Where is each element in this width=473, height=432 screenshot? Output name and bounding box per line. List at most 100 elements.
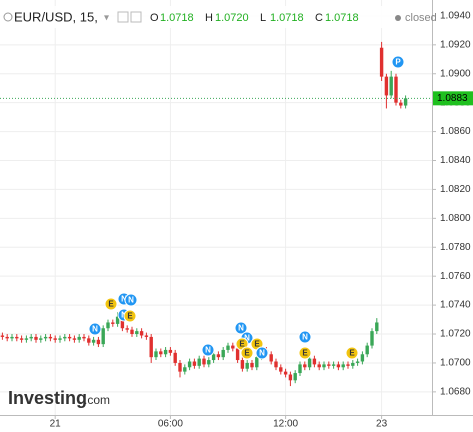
- event-marker: [201, 343, 215, 357]
- last-price-box: [433, 91, 473, 106]
- candle-body: [139, 331, 144, 336]
- candle-body: [341, 364, 345, 368]
- candle-body: [159, 351, 163, 355]
- candle-body: [274, 361, 278, 368]
- event-marker: [391, 55, 405, 69]
- candle-body: [178, 362, 182, 372]
- ohlc-key: O: [150, 12, 159, 24]
- event-label: E: [239, 340, 245, 349]
- event-marker: [124, 293, 138, 307]
- event-marker: [234, 321, 248, 335]
- candle-body: [322, 364, 326, 368]
- candle-body: [43, 336, 48, 339]
- y-tick-label: 1.0800: [440, 213, 471, 224]
- y-tick-label: 1.0840: [440, 155, 471, 166]
- event-label: N: [205, 346, 211, 355]
- candle-body: [346, 364, 350, 366]
- dropdown: ▾: [104, 13, 109, 24]
- candle-body: [312, 358, 317, 365]
- axis: 1.0680 1.0700 1.0720 1.0740 1.0760 1.0780 1.08…: [50, 11, 473, 430]
- ohlc: O 1.0718 H 1.0720 L 1.0718 C 1.0718: [150, 12, 359, 24]
- candle-body: [216, 354, 221, 358]
- candle-body: [87, 338, 91, 343]
- event-label: N: [244, 334, 250, 343]
- event-label: N: [92, 325, 98, 334]
- ohlc-key: C: [315, 12, 323, 24]
- event-label: E: [302, 349, 308, 358]
- event-label: E: [108, 300, 114, 309]
- candle-body: [67, 336, 72, 339]
- candle-body: [202, 358, 206, 365]
- y-tick-label: 1.0680: [440, 387, 471, 398]
- event-label: P: [395, 58, 401, 67]
- candle-body: [245, 362, 249, 369]
- y-tick-label: 1.0920: [440, 39, 471, 50]
- candle-body: [19, 338, 24, 340]
- event-marker: [255, 346, 269, 360]
- candle-body: [288, 374, 293, 381]
- header-bg: [0, 6, 432, 28]
- candle-body: [235, 348, 240, 361]
- candle-body: [53, 338, 57, 340]
- candle-body: [149, 336, 153, 358]
- candle-body: [173, 352, 177, 363]
- candle-body: [10, 336, 14, 339]
- candle-body: [197, 358, 201, 366]
- candle-body: [183, 367, 187, 372]
- candle-body: [163, 349, 168, 355]
- candle-body: [399, 102, 403, 106]
- event-marker: [298, 346, 312, 360]
- y-tick-label: 1.0860: [440, 126, 471, 137]
- candle-body: [130, 329, 134, 335]
- candle-body: [298, 364, 302, 374]
- candle-body: [144, 335, 149, 337]
- candle-body: [120, 316, 125, 329]
- candle-body: [317, 364, 321, 368]
- candle-body: [293, 373, 297, 381]
- ohlc-value: 1.0718: [270, 12, 304, 24]
- event-label: N: [128, 296, 134, 305]
- candle-body: [255, 357, 259, 368]
- event-marker: [298, 330, 312, 344]
- candle-body: [389, 76, 393, 96]
- candle-body: [250, 362, 254, 368]
- candle-body: [240, 360, 245, 369]
- candle-body: [96, 339, 101, 345]
- event-label: E: [349, 349, 355, 358]
- y-tick-label: 1.0700: [440, 358, 471, 369]
- candle-body: [384, 76, 389, 96]
- candle-body: [72, 338, 77, 340]
- ohlc-value: 1.0718: [160, 12, 194, 24]
- y-tick-label: 1.0740: [440, 300, 471, 311]
- candle-body: [187, 361, 192, 368]
- candle-body: [211, 354, 216, 361]
- event-label: N: [302, 333, 308, 342]
- candle-body: [106, 322, 110, 329]
- candle-body: [15, 336, 19, 339]
- candle-body: [58, 338, 62, 340]
- candle-body: [29, 336, 33, 339]
- candle-body: [207, 360, 211, 365]
- logo-name: Investing: [8, 388, 87, 408]
- candle-body: [77, 336, 81, 340]
- symbol: EUR/USD, 15,: [14, 9, 98, 24]
- candles: [0, 41, 432, 387]
- candle-body: [125, 328, 129, 330]
- candle-body: [154, 351, 158, 358]
- event-marker: [240, 346, 254, 360]
- candle-body: [355, 361, 360, 363]
- candle-body: [34, 336, 38, 340]
- y-tick-label: 1.0820: [440, 184, 471, 195]
- y-tick-label: 1.0760: [440, 271, 471, 282]
- ohlc-value: 1.0718: [325, 12, 359, 24]
- candle-body: [351, 362, 355, 366]
- event-label: N: [259, 349, 265, 358]
- status: closed: [405, 12, 437, 24]
- candle-body: [0, 335, 5, 337]
- status-dot: [395, 15, 401, 21]
- candle-body: [231, 345, 235, 349]
- candle-body: [331, 364, 336, 366]
- candle-body: [24, 338, 29, 340]
- candle-body: [111, 322, 115, 324]
- candle-body: [91, 339, 96, 343]
